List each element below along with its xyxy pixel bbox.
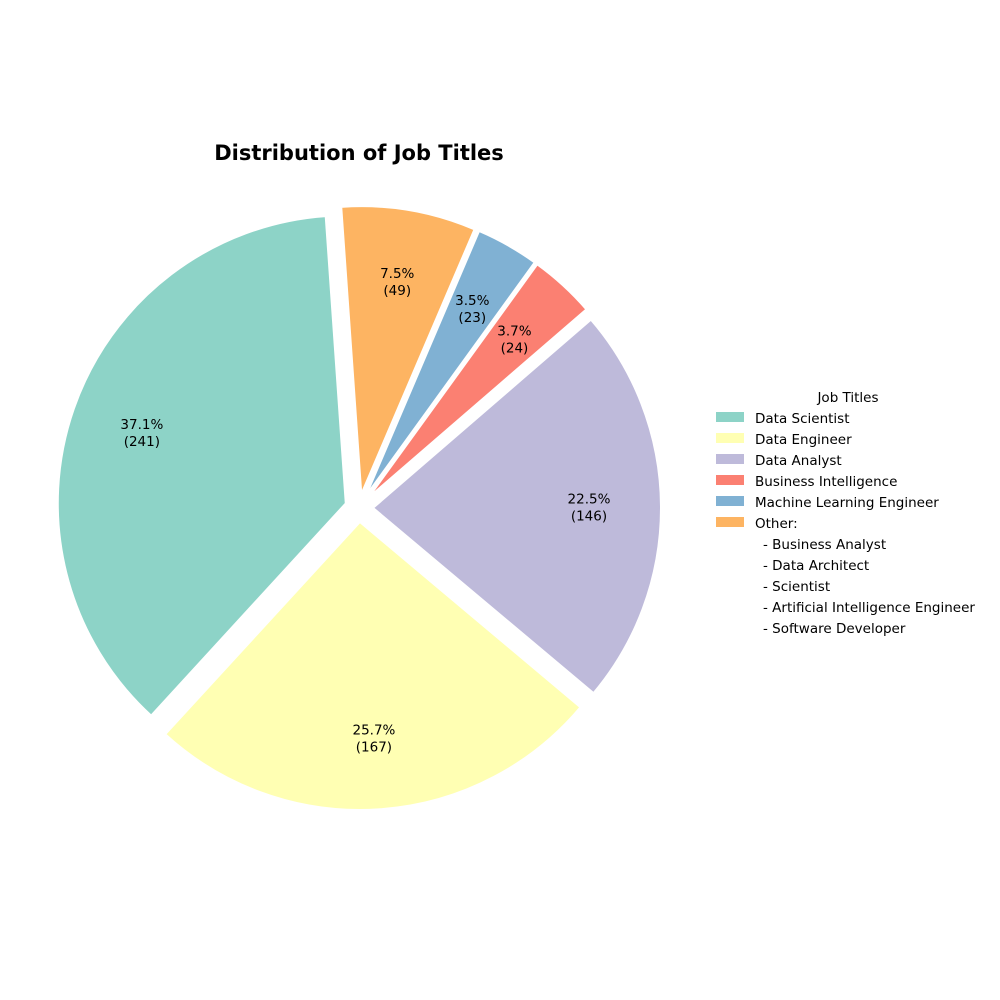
legend-swatch-data-scientist xyxy=(716,412,744,422)
slice-label-data-scientist: 37.1% (241) xyxy=(120,417,163,450)
chart-title: Distribution of Job Titles xyxy=(214,141,504,165)
pie-slice-data-engineer xyxy=(163,520,582,811)
legend-entry-business-intelligence: Business Intelligence xyxy=(755,474,897,490)
legend-entry-data-scientist: Data Scientist xyxy=(755,411,850,427)
slice-label-data-analyst: 22.5% (146) xyxy=(568,491,611,524)
pie-slices xyxy=(56,205,662,811)
legend-other-item-software-developer: - Software Developer xyxy=(763,621,906,637)
pie-slice-other xyxy=(340,205,476,495)
pie-slice-business-intelligence xyxy=(367,262,588,499)
slice-label-business-intelligence: 3.7% (24) xyxy=(497,323,531,356)
legend-swatch-data-analyst xyxy=(716,454,744,464)
legend-swatch-machine-learning-engineer xyxy=(716,496,744,506)
legend-entry-machine-learning-engineer: Machine Learning Engineer xyxy=(755,495,939,511)
legend-entry-data-engineer: Data Engineer xyxy=(755,432,852,448)
legend-entry-other: Other: xyxy=(755,516,798,532)
slice-label-other: 7.5% (49) xyxy=(380,266,414,299)
legend-other-item-artificial-intelligence-engineer: - Artificial Intelligence Engineer xyxy=(763,600,975,616)
legend-swatch-business-intelligence xyxy=(716,475,744,485)
legend-swatch-other xyxy=(716,517,744,527)
legend-other-item-scientist: - Scientist xyxy=(763,579,830,595)
legend: Job Titles Data Scientist Data Engineer Da… xyxy=(716,390,975,637)
legend-other-item-business-analyst: - Business Analyst xyxy=(763,537,886,553)
pie-slice-data-scientist xyxy=(56,215,347,718)
legend-other-item-data-architect: - Data Architect xyxy=(763,558,869,574)
legend-swatch-data-engineer xyxy=(716,433,744,443)
pie-slice-machine-learning-engineer xyxy=(364,229,537,497)
pie-slice-data-analyst xyxy=(371,318,662,695)
legend-entry-data-analyst: Data Analyst xyxy=(755,453,842,469)
legend-title: Job Titles xyxy=(816,390,878,406)
pie-data-labels: 37.1% (241) 25.7% (167) 22.5% (146) 3.7% (24)3.… xyxy=(120,266,610,755)
slice-label-data-engineer: 25.7% (167) xyxy=(352,723,395,756)
slice-label-machine-learning-engineer: 3.5% (23) xyxy=(455,293,489,326)
